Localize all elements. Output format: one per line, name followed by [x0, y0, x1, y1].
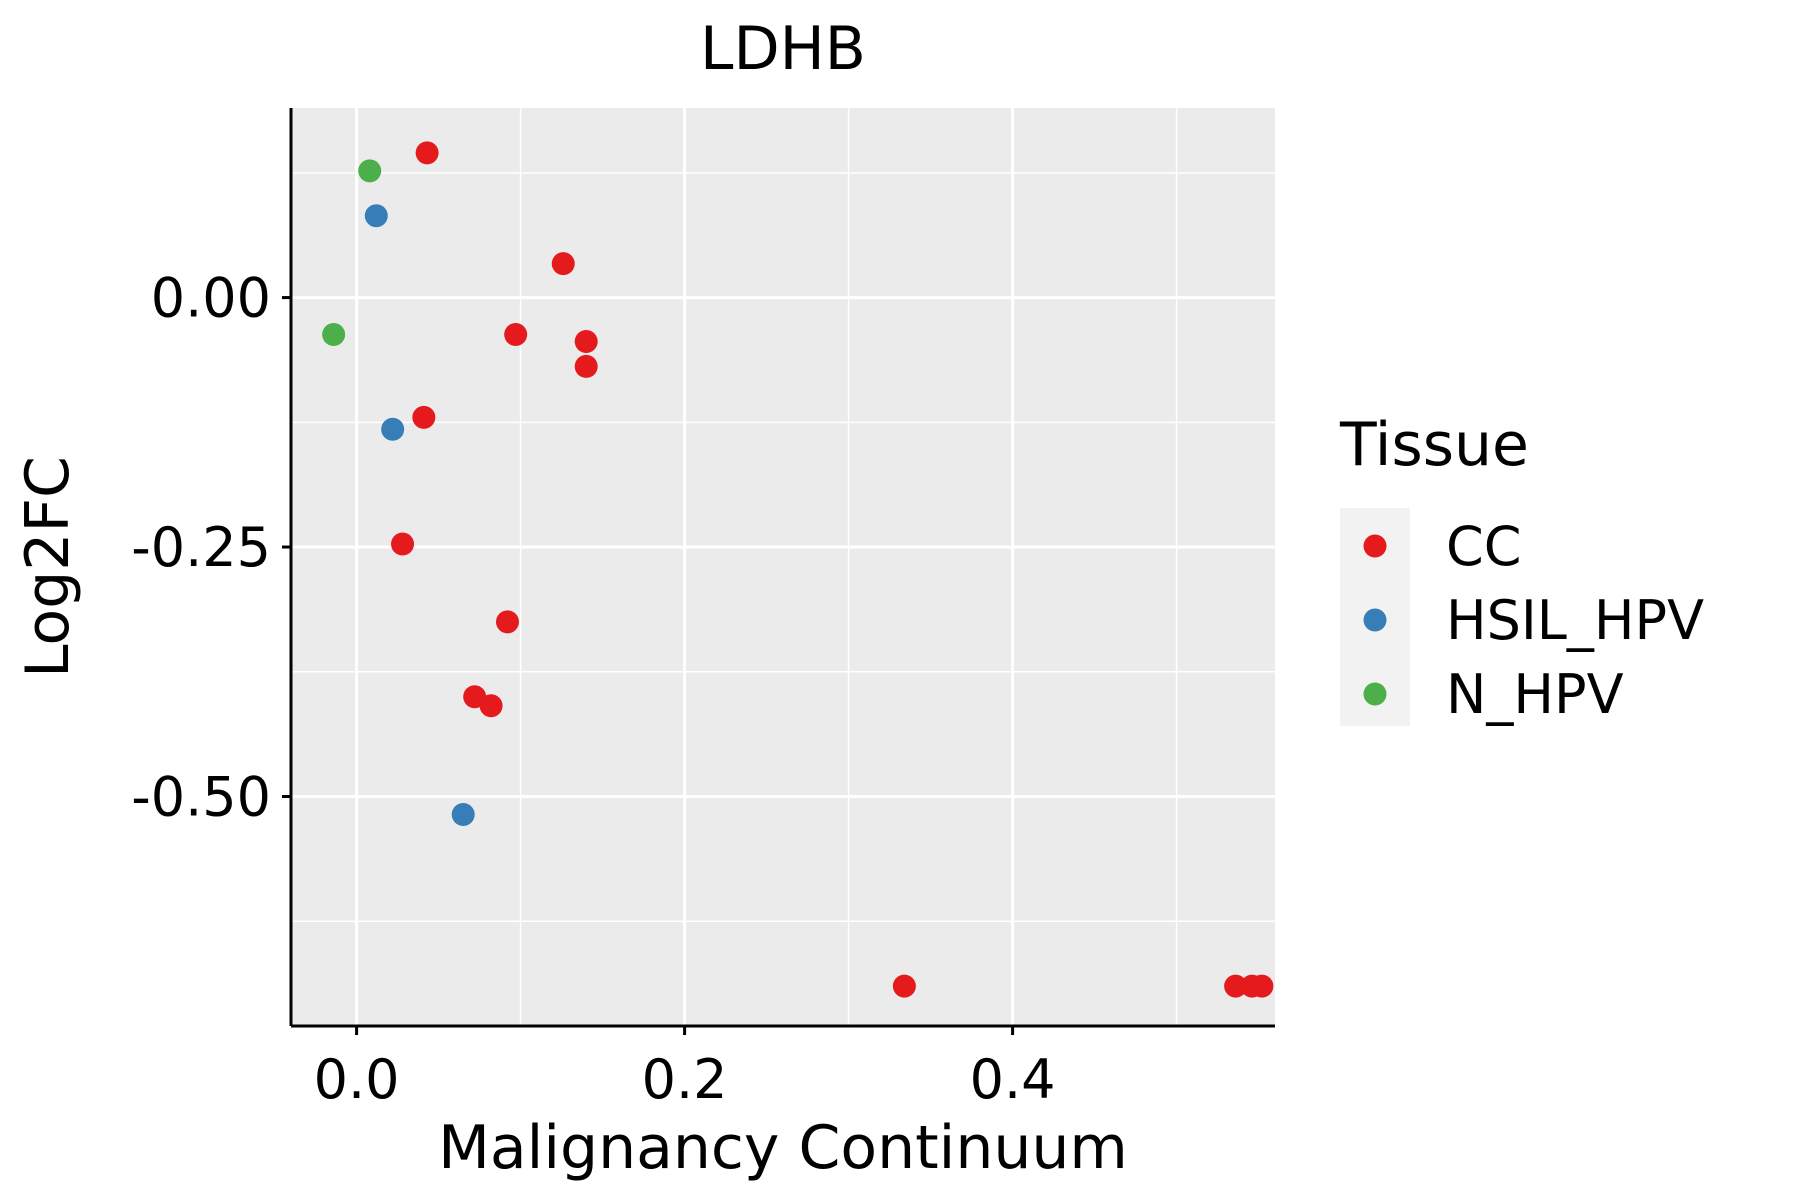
data-point-hsil-hpv — [451, 802, 475, 826]
data-point-cc — [574, 329, 598, 353]
data-point-cc — [892, 974, 916, 998]
data-point-cc — [1250, 974, 1274, 998]
x-tick-label: 0.4 — [970, 1048, 1056, 1111]
data-point-cc — [1224, 974, 1248, 998]
data-point-cc — [495, 610, 519, 634]
x-tick-label: 0.0 — [314, 1048, 400, 1111]
y-tick-label: 0.00 — [151, 267, 271, 330]
data-point-n-hpv — [322, 323, 346, 347]
legend-key-n-hpv — [1363, 682, 1387, 706]
legend-label-n-hpv: N_HPV — [1446, 663, 1624, 726]
legend-label-hsil-hpv: HSIL_HPV — [1446, 589, 1704, 652]
data-point-cc — [574, 354, 598, 378]
x-tick-label: 0.2 — [642, 1048, 728, 1111]
data-point-hsil-hpv — [381, 417, 405, 441]
data-point-cc — [504, 323, 528, 347]
plot-panel — [291, 108, 1275, 1026]
data-point-cc — [479, 694, 503, 718]
legend-keys — [1363, 534, 1387, 706]
y-tick-label: -0.50 — [131, 766, 271, 829]
data-point-n-hpv — [358, 159, 382, 183]
x-axis-title: Malignancy Continuum — [438, 1113, 1128, 1183]
data-point-cc — [415, 141, 439, 165]
data-point-cc — [412, 405, 436, 429]
data-point-cc — [391, 532, 415, 556]
data-point-hsil-hpv — [364, 204, 388, 228]
data-point-cc — [551, 252, 575, 276]
grid-lines — [291, 108, 1275, 1026]
y-tick-label: -0.25 — [131, 516, 271, 579]
chart-title: LDHB — [700, 14, 866, 84]
legend-key-cc — [1363, 534, 1387, 558]
legend-key-hsil-hpv — [1363, 608, 1387, 632]
data-points — [322, 141, 1274, 998]
legend: Tissue CC HSIL_HPV N_HPV — [1339, 410, 1704, 726]
y-axis-title: Log2FC — [13, 456, 83, 678]
legend-title: Tissue — [1339, 410, 1529, 480]
axis-ticks: 0.0 0.2 0.4 0.00 -0.25 -0.50 — [131, 267, 1055, 1111]
legend-label-cc: CC — [1446, 515, 1521, 578]
